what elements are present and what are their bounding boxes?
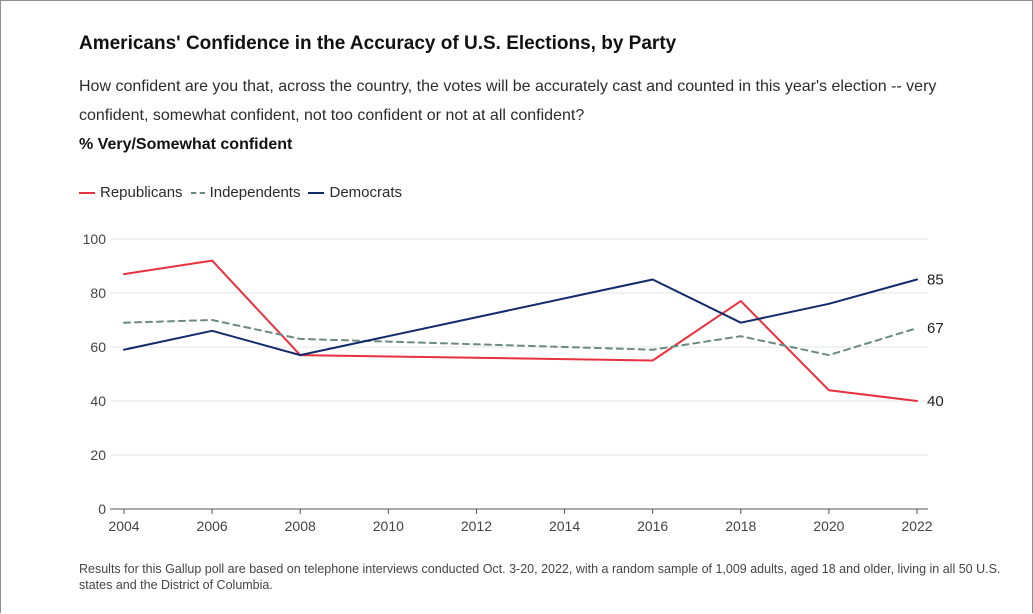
x-tick-label-2010: 2010 — [373, 518, 404, 534]
line-chart: 0 20 40 60 80 100 2004 2006 2008 2010 2012 2014 2016… — [83, 231, 944, 534]
x-tick-label-2020: 2020 — [813, 518, 844, 534]
series-line-independents — [123, 319, 918, 357]
x-tick-label-2004: 2004 — [108, 518, 139, 534]
x-tick-label-2014: 2014 — [549, 518, 580, 534]
x-tick-label-2018: 2018 — [725, 518, 756, 534]
x-tick-label-2008: 2008 — [285, 518, 316, 534]
x-tick-label-2006: 2006 — [197, 518, 228, 534]
legend-item-democrats[interactable]: Democrats — [308, 184, 402, 201]
y-tick-label-80: 80 — [90, 285, 106, 301]
footnote: Results for this Gallup poll are based o… — [79, 562, 1001, 592]
end-label-republicans: 40 — [927, 393, 944, 410]
legend-label-republicans: Republicans — [100, 184, 183, 201]
legend-item-independents[interactable]: Independents — [190, 184, 301, 201]
y-tick-label-20: 20 — [90, 447, 106, 463]
legend-swatch-republicans — [79, 191, 95, 194]
x-tick-label-2022: 2022 — [901, 518, 932, 534]
end-label-democrats: 85 — [927, 272, 944, 289]
y-tick-label-100: 100 — [83, 231, 107, 247]
series-line-democrats — [123, 278, 918, 357]
y-tick-label-60: 60 — [90, 339, 106, 355]
chart-subtitle: % Very/Somewhat confident — [79, 136, 293, 153]
y-tick-label-0: 0 — [98, 501, 106, 517]
series-line-republicans — [123, 259, 918, 402]
legend-swatch-democrats — [308, 191, 325, 194]
legend-label-democrats: Democrats — [329, 184, 403, 201]
legend-swatch-independents — [190, 191, 205, 194]
x-tick-label-2012: 2012 — [461, 518, 492, 534]
legend-item-republicans[interactable]: Republicans — [79, 184, 183, 201]
legend: Republicans Independents Democrats — [79, 184, 410, 201]
legend-label-independents: Independents — [209, 184, 301, 201]
y-tick-label-40: 40 — [90, 393, 106, 409]
survey-question: How confident are you that, across the c… — [79, 78, 937, 124]
chart-title: Americans' Confidence in the Accuracy of… — [79, 33, 677, 54]
end-label-independents: 67 — [927, 320, 944, 337]
x-tick-label-2016: 2016 — [637, 518, 668, 534]
